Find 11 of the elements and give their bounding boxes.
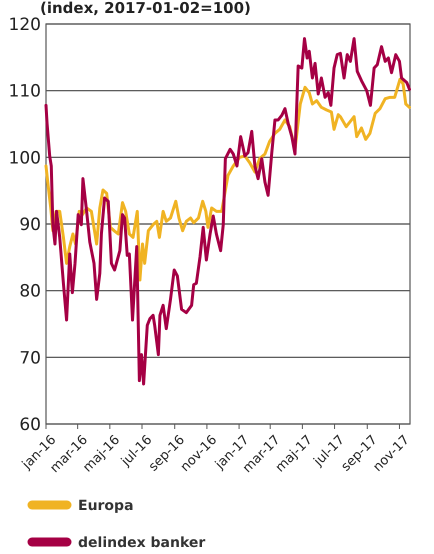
y-tick-label: 120: [8, 14, 41, 35]
chart-title: (index, 2017-01-02=100): [40, 0, 251, 17]
legend-label: delindex banker: [78, 534, 206, 551]
y-tick-label: 70: [19, 348, 41, 368]
line-series: [44, 37, 411, 386]
y-tick-label: 100: [8, 148, 41, 168]
y-tick-label: 80: [19, 282, 41, 302]
y-tick-label: 60: [19, 414, 41, 435]
legend-label: Europa: [78, 498, 134, 514]
y-tick-label: 90: [19, 214, 41, 235]
y-tick-label: 110: [8, 82, 41, 102]
